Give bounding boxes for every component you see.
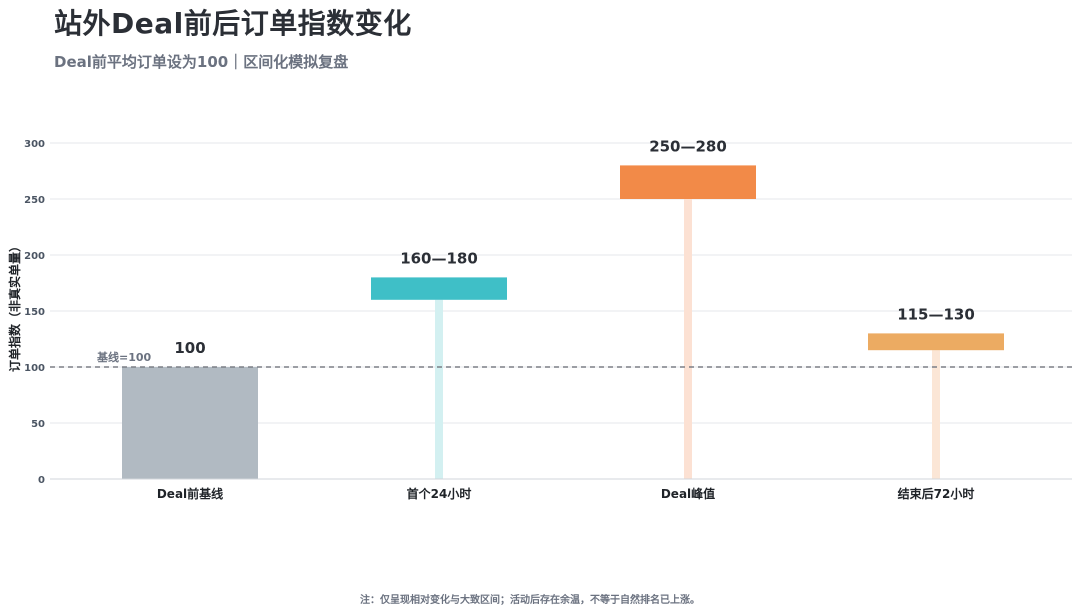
range-stem [435,299,443,479]
range-stem [684,199,692,479]
range-bar [620,165,756,199]
baseline-bar [122,367,258,479]
range-bar [371,277,507,300]
x-category-label: Deal前基线 [157,486,223,501]
data-label: 160—180 [400,249,478,267]
range-bars [122,165,1004,479]
x-category-label: 首个24小时 [407,486,472,501]
range-stems [435,199,940,479]
x-category-label: Deal峰值 [661,486,715,501]
x-axis-category-labels: Deal前基线 首个24小时 Deal峰值 结束后72小时 [157,486,975,501]
grid-lines [50,142,1072,424]
y-tick-label: 150 [24,307,45,318]
range-stem [932,350,940,479]
data-label: 250—280 [649,137,727,155]
baseline-reference-label: 基线=100 [96,350,152,364]
data-label: 100 [174,339,205,357]
y-tick-label: 200 [24,251,45,262]
y-axis-title: 订单指数（非真实单量） [7,240,22,372]
y-axis-ticks: 0 50 100 150 200 250 300 [24,139,45,486]
y-tick-label: 300 [24,139,45,150]
footnote: 注：仅呈现相对变化与大致区间；活动后存在余温，不等于自然排名已上涨。 [360,595,700,606]
y-tick-label: 50 [31,419,45,430]
range-bar [868,333,1004,351]
y-tick-label: 0 [38,475,45,486]
chart-title: 站外Deal前后订单指数变化 [54,7,412,40]
y-tick-label: 100 [24,363,45,374]
x-category-label: 结束后72小时 [898,486,975,501]
y-tick-label: 250 [24,195,45,206]
data-label: 115—130 [897,305,975,323]
range-bar-chart: 0 50 100 150 200 250 300 基线=100 100 160—180 250—… [7,137,1072,501]
data-labels: 100 160—180 250—280 115—130 [174,137,974,357]
chart-subtitle: Deal前平均订单设为100｜区间化模拟复盘 [54,53,349,71]
